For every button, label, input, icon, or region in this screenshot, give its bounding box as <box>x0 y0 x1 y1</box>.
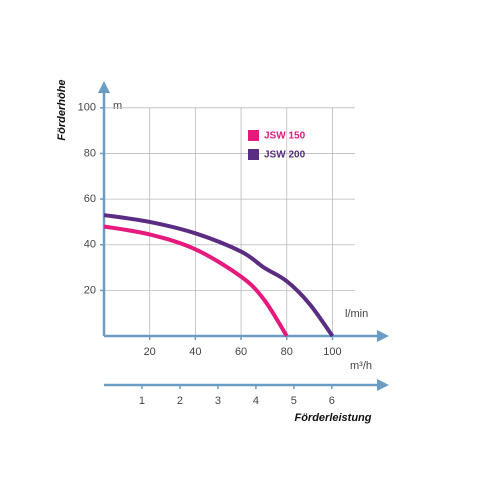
legend-swatch <box>248 130 259 141</box>
x2-tick-label: 4 <box>253 395 259 407</box>
x-tick-label: 40 <box>189 346 201 358</box>
series-line <box>103 224 289 338</box>
legend-label: JSW 150 <box>264 131 306 142</box>
y-tick-label: 20 <box>84 284 96 296</box>
x2-tick-label: 6 <box>329 395 335 407</box>
x2-unit: m³/h <box>350 360 372 372</box>
y-unit: m <box>113 100 122 112</box>
legend-swatch <box>248 149 259 160</box>
y-arrow <box>98 81 110 93</box>
x2-arrow <box>377 379 389 391</box>
x2-title: Förderleistung <box>294 412 371 424</box>
x2-tick-label: 5 <box>291 395 297 407</box>
x-unit: l/min <box>345 308 368 320</box>
y-tick-label: 60 <box>84 193 96 205</box>
x-tick-label: 20 <box>144 346 156 358</box>
series-line <box>103 213 335 338</box>
y-tick-label: 80 <box>84 147 96 159</box>
x-tick-label: 60 <box>235 346 247 358</box>
x2-tick-label: 2 <box>177 395 183 407</box>
x-arrow <box>377 330 389 342</box>
legend-label: JSW 200 <box>264 150 306 161</box>
y-title: Förderhöhe <box>56 79 68 140</box>
x2-tick-label: 1 <box>139 395 145 407</box>
x-tick-label: 80 <box>281 346 293 358</box>
y-tick-label: 100 <box>78 102 96 114</box>
x-tick-label: 100 <box>323 346 341 358</box>
x2-tick-label: 3 <box>215 395 221 407</box>
y-tick-label: 40 <box>84 239 96 251</box>
